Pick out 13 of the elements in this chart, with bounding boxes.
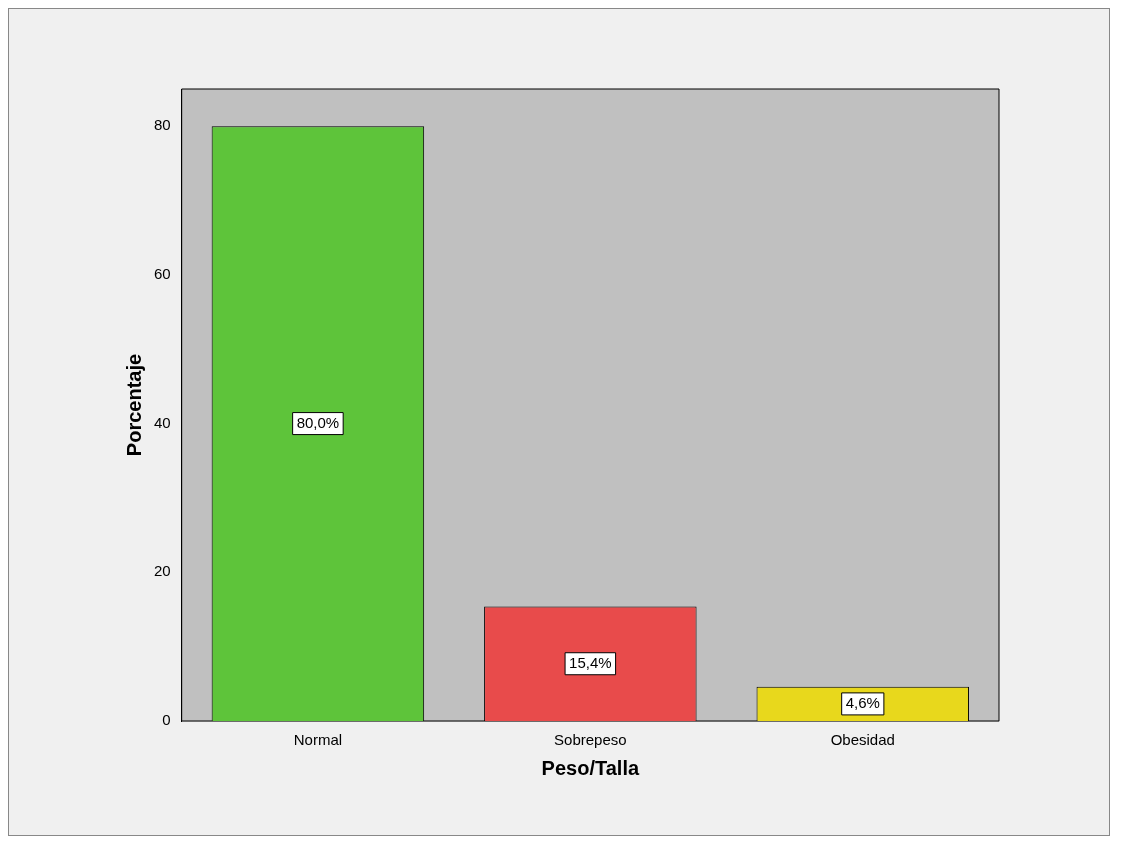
y-tick-label: 80 <box>154 116 171 134</box>
y-tick-label: 20 <box>154 562 171 580</box>
x-tick-label: Obesidad <box>830 731 895 749</box>
x-axis-title: Peso/Talla <box>541 756 640 779</box>
x-tick-label: Normal <box>293 731 343 749</box>
data-label: 15,4% <box>569 653 612 671</box>
y-axis-title: Porcentaje <box>122 353 145 457</box>
y-tick-label: 60 <box>154 265 171 283</box>
data-label: 80,0% <box>296 413 340 431</box>
y-tick-label: 0 <box>162 711 171 729</box>
data-label: 4,6% <box>845 694 880 712</box>
y-tick-label: 40 <box>154 413 171 431</box>
x-tick-label: Sobrepeso <box>554 731 627 749</box>
